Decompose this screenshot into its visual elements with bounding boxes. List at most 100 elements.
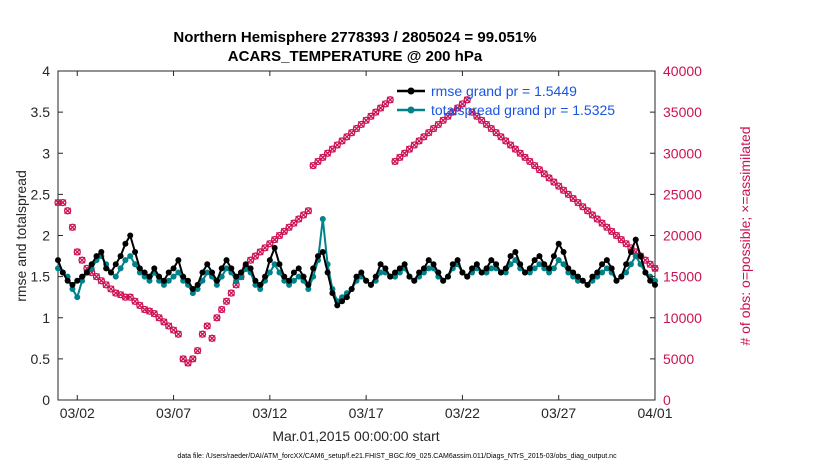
obs-assimilated-marker bbox=[304, 207, 312, 215]
rmse-point bbox=[637, 253, 644, 260]
rmse-point bbox=[266, 257, 273, 264]
obs-possible-marker bbox=[179, 355, 187, 363]
obs-possible-marker bbox=[155, 314, 163, 322]
y-tick-label: 0.5 bbox=[31, 351, 51, 367]
obs-possible-marker bbox=[391, 157, 399, 166]
y-axis-right: 0 5000 10000 15000 20000 25000 30000 35000 40000 bbox=[650, 63, 702, 408]
y-axis-label: rmse and totalspread bbox=[13, 170, 29, 302]
obs-possible-marker bbox=[352, 124, 361, 133]
rmse-point bbox=[512, 248, 519, 255]
rmse-point bbox=[146, 273, 153, 280]
rmse-point bbox=[382, 265, 389, 272]
obs-assimilated-marker bbox=[78, 256, 86, 264]
totalspread-point bbox=[266, 269, 273, 276]
obs-assimilated-marker bbox=[203, 322, 211, 330]
rmse-point bbox=[444, 273, 451, 280]
rmse-point bbox=[613, 277, 620, 284]
obs-possible-marker bbox=[208, 334, 216, 342]
rmse-point bbox=[372, 273, 379, 280]
obs-possible-marker bbox=[473, 112, 481, 120]
rmse-point bbox=[531, 257, 538, 264]
y2-tick-label: 30000 bbox=[663, 145, 702, 161]
obs-possible-marker bbox=[410, 141, 418, 149]
rmse-point bbox=[377, 261, 384, 268]
rmse-point bbox=[324, 269, 331, 276]
rmse-point bbox=[204, 261, 211, 268]
y-tick-label: 2 bbox=[42, 228, 50, 244]
obs-possible-marker bbox=[400, 149, 409, 157]
rmse-point bbox=[469, 265, 476, 272]
obs-possible-marker bbox=[482, 120, 491, 129]
obs-possible-marker bbox=[97, 277, 105, 285]
obs-possible-marker bbox=[574, 198, 582, 207]
x-tick-label: 03/07 bbox=[156, 405, 191, 421]
obs-possible-marker bbox=[251, 252, 260, 260]
y2-axis-label: # of obs: o=possible; ×=assimilated bbox=[737, 126, 753, 345]
legend-rmse-label: rmse grand pr = 1.5449 bbox=[431, 83, 577, 99]
rmse-point bbox=[430, 261, 437, 268]
obs-possible-marker bbox=[218, 305, 226, 314]
rmse-point bbox=[228, 265, 235, 272]
rmse-point bbox=[574, 273, 581, 280]
rmse-point bbox=[363, 277, 370, 284]
rmse-point bbox=[310, 265, 317, 272]
rmse-point bbox=[449, 261, 456, 268]
totalspread-point bbox=[175, 269, 182, 276]
obs-possible-marker bbox=[261, 244, 269, 252]
rmse-point bbox=[79, 273, 86, 280]
x-tick-label: 03/02 bbox=[60, 405, 95, 421]
rmse-point bbox=[579, 277, 586, 284]
obs-assimilated-marker bbox=[174, 330, 182, 338]
rmse-point bbox=[440, 277, 447, 284]
rmse-point bbox=[305, 281, 312, 288]
rmse-point bbox=[387, 273, 394, 280]
obs-assimilated-marker bbox=[218, 306, 226, 313]
obs-possible-marker bbox=[309, 161, 317, 170]
obs-possible-marker bbox=[516, 149, 524, 157]
obs-possible-marker bbox=[386, 96, 394, 104]
totalspread-point bbox=[286, 281, 293, 288]
totalspread-point bbox=[512, 257, 519, 264]
rmse-point bbox=[295, 265, 302, 272]
obs-possible-marker bbox=[555, 182, 563, 190]
obs-possible-marker bbox=[434, 120, 442, 129]
obs-possible-marker bbox=[78, 256, 86, 264]
obs-possible-marker bbox=[381, 100, 390, 108]
rmse-point bbox=[209, 269, 216, 276]
totalspread-point bbox=[507, 261, 514, 268]
obs-possible-marker bbox=[415, 137, 423, 145]
y2-tick-label: 35000 bbox=[663, 104, 702, 120]
x-tick-label: 04/01 bbox=[637, 405, 672, 421]
obs-possible-marker bbox=[299, 211, 308, 219]
x-axis-label: Mar.01,2015 00:00:00 start bbox=[272, 428, 439, 444]
obs-possible-marker bbox=[213, 314, 221, 322]
rmse-point bbox=[599, 261, 606, 268]
obs-possible-marker bbox=[189, 355, 197, 363]
obs-possible-marker bbox=[449, 108, 457, 116]
totalspread-point bbox=[122, 257, 129, 264]
totalspread-point bbox=[546, 269, 553, 276]
obs-possible-marker bbox=[280, 227, 288, 236]
totalspread-point bbox=[526, 269, 533, 276]
rmse-point bbox=[522, 269, 529, 276]
rmse-point bbox=[358, 269, 365, 276]
rmse-point bbox=[276, 261, 283, 268]
obs-possible-marker bbox=[266, 240, 274, 248]
totalspread-point bbox=[146, 277, 153, 284]
rmse-point bbox=[632, 236, 639, 243]
rmse-point bbox=[411, 277, 418, 284]
obs-possible-marker bbox=[453, 104, 462, 112]
obs-assimilated-marker bbox=[73, 248, 81, 256]
totalspread-point bbox=[156, 277, 163, 284]
rmse-point bbox=[59, 269, 66, 276]
y-tick-label: 1.5 bbox=[31, 269, 51, 285]
obs-possible-marker bbox=[343, 133, 351, 141]
y2-tick-label: 25000 bbox=[663, 186, 702, 202]
obs-possible-marker bbox=[295, 215, 303, 223]
totalspread-point bbox=[319, 216, 326, 223]
obs-possible-marker bbox=[612, 231, 621, 240]
rmse-point bbox=[603, 257, 610, 264]
rmse-point bbox=[112, 261, 119, 268]
x-tick-label: 03/17 bbox=[349, 405, 384, 421]
